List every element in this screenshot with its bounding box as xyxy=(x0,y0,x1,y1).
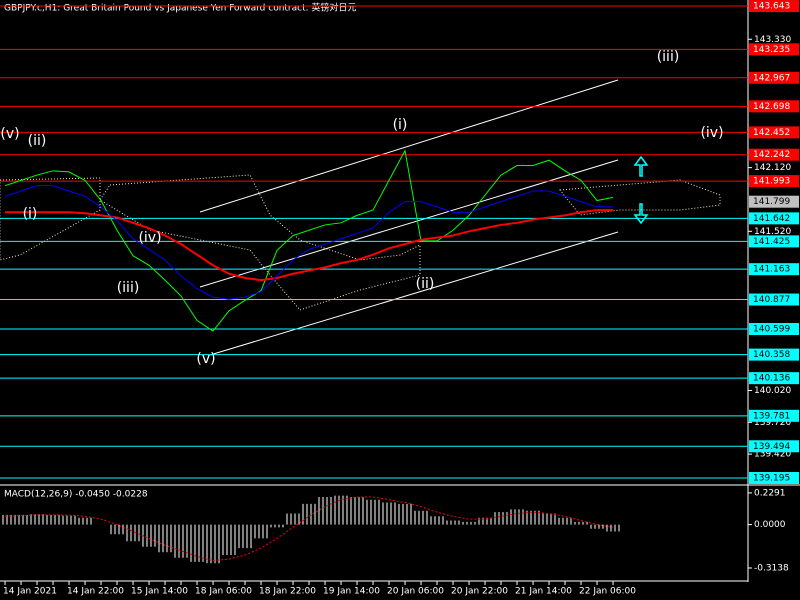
level-box xyxy=(749,0,799,13)
level-label: 140.877 xyxy=(753,295,790,305)
x-tick-label: 15 Jan 14:00 xyxy=(131,587,188,597)
y-tick-label: 142.120 xyxy=(754,163,791,173)
down-arrow xyxy=(633,203,649,225)
y-tick-label: 139.720 xyxy=(754,418,791,428)
x-tick-label: 19 Jan 14:00 xyxy=(323,587,380,597)
cloud-area xyxy=(0,177,101,261)
y-tick-label: 141.520 xyxy=(754,227,791,237)
y-tick-label: 143.330 xyxy=(754,35,791,45)
level-label: 141.993 xyxy=(753,177,790,187)
cloud-area xyxy=(99,174,421,311)
wave-label: (ii) xyxy=(28,133,47,149)
current-price: 141.799 xyxy=(753,197,790,207)
level-box xyxy=(749,348,799,361)
level-box xyxy=(749,175,799,188)
level-label: 139.195 xyxy=(753,473,790,483)
level-box xyxy=(749,100,799,113)
level-box xyxy=(749,148,799,161)
arrows xyxy=(633,155,649,225)
channel-line xyxy=(199,79,619,213)
wave-label: (i) xyxy=(393,117,408,133)
y-tick-label: 140.020 xyxy=(754,386,791,396)
price-box xyxy=(749,195,799,208)
x-tick-label: 18 Jan 22:00 xyxy=(259,587,316,597)
level-box xyxy=(749,471,799,484)
level-label: 139.494 xyxy=(753,442,790,452)
level-box xyxy=(749,372,799,385)
level-box xyxy=(749,440,799,453)
level-label: 143.643 xyxy=(753,2,790,12)
series-line xyxy=(4,149,614,332)
level-box xyxy=(749,409,799,422)
level-box xyxy=(749,126,799,139)
level-box xyxy=(749,293,799,306)
channel-line xyxy=(209,231,619,356)
level-label: 141.425 xyxy=(753,237,790,247)
indicator-title: MACD(12,26,9) -0.0450 -0.0228 xyxy=(4,490,148,500)
level-label: 143.235 xyxy=(753,45,790,55)
wave-label: (i) xyxy=(23,206,38,222)
series-line xyxy=(5,209,613,282)
level-box xyxy=(749,71,799,84)
level-label: 140.358 xyxy=(753,350,790,360)
x-tick-label: 22 Jan 06:00 xyxy=(579,587,636,597)
level-label: 142.698 xyxy=(753,102,790,112)
x-tick-label: 14 Jan 2021 xyxy=(3,587,57,597)
level-label: 141.642 xyxy=(753,214,790,224)
level-label: 140.136 xyxy=(753,374,790,384)
wave-label: (ii) xyxy=(416,276,435,292)
series-line xyxy=(4,496,614,562)
cloud-area xyxy=(559,179,721,216)
x-tick-label: 14 Jan 22:00 xyxy=(67,587,124,597)
chart-title: GBPJPY.c,H1: Great Britain Pound vs Japa… xyxy=(4,2,356,14)
x-tick-label: 18 Jan 06:00 xyxy=(195,587,252,597)
level-box xyxy=(749,43,799,56)
level-label: 142.967 xyxy=(753,73,790,83)
level-box xyxy=(749,263,799,276)
level-label: 142.452 xyxy=(753,128,790,138)
x-tick-label: 21 Jan 14:00 xyxy=(515,587,572,597)
x-tick-label: 20 Jan 06:00 xyxy=(387,587,444,597)
wave-label: (iv) xyxy=(700,125,723,141)
y-tick-label: -0.3138 xyxy=(754,563,789,573)
ichimoku-cloud xyxy=(0,174,721,311)
y-tick-label: 0.2291 xyxy=(754,488,786,498)
wave-label: (iii) xyxy=(657,49,680,65)
y-tick-label: 0.0000 xyxy=(754,520,786,530)
series-line xyxy=(4,185,613,300)
up-arrow xyxy=(633,155,649,177)
level-box xyxy=(749,212,799,225)
level-label: 142.242 xyxy=(753,150,790,160)
level-box xyxy=(749,323,799,336)
x-tick-label: 20 Jan 22:00 xyxy=(451,587,508,597)
wave-label: (iv) xyxy=(138,230,161,246)
level-label: 139.781 xyxy=(753,411,790,421)
wave-label: (iii) xyxy=(117,280,140,296)
level-label: 141.163 xyxy=(753,265,790,275)
wave-label: (v) xyxy=(196,351,215,367)
y-tick-label: 139.420 xyxy=(754,450,791,460)
wave-label: (v) xyxy=(0,126,19,142)
level-box xyxy=(749,235,799,248)
level-label: 140.599 xyxy=(753,325,790,335)
